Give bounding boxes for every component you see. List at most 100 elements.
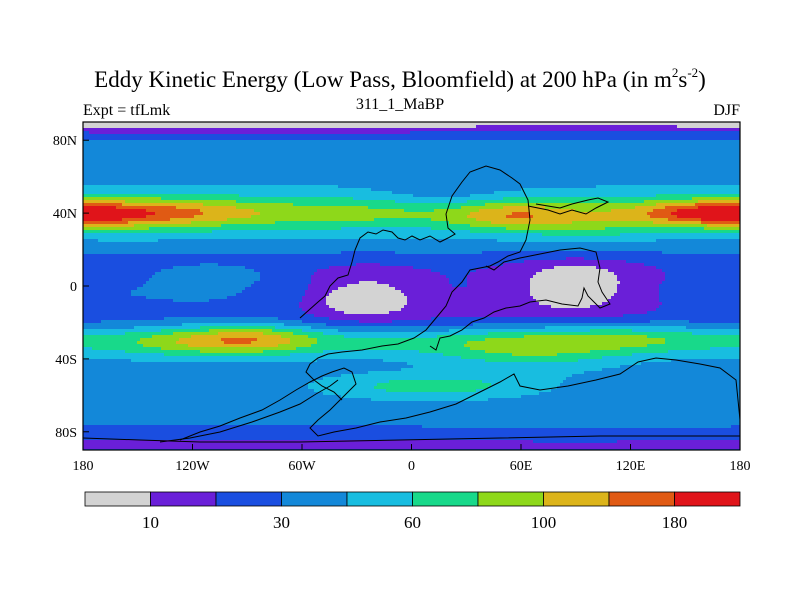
- contour-cell: [242, 290, 306, 294]
- contour-cell: [83, 416, 740, 420]
- contour-cell: [467, 284, 531, 288]
- contour-cell: [374, 386, 489, 390]
- contour-cell: [476, 218, 669, 222]
- colorbar-label: 100: [531, 513, 557, 532]
- contour-cell: [551, 389, 740, 393]
- contour-cell: [596, 185, 740, 189]
- contour-cell: [710, 347, 740, 351]
- contour-cell: [83, 176, 740, 180]
- contour-cell: [338, 329, 450, 333]
- contour-cell: [101, 320, 303, 324]
- contour-cell: [83, 146, 740, 150]
- contour-cell: [431, 269, 477, 273]
- contour-cell: [83, 191, 393, 195]
- contour-cell: [647, 311, 740, 315]
- contour-cell: [83, 335, 153, 339]
- contour-cell: [221, 224, 471, 228]
- contour-cell: [329, 305, 405, 309]
- contour-cell: [665, 272, 740, 276]
- outline-southern-inner: [159, 379, 339, 443]
- contour-cell: [641, 362, 740, 366]
- contour-cell: [158, 239, 498, 243]
- contour-cell: [530, 284, 618, 288]
- contour-cell: [476, 389, 552, 393]
- contour-cell: [83, 422, 740, 426]
- contour-cell: [191, 221, 276, 225]
- contour-cell: [302, 329, 339, 333]
- contour-cell: [83, 365, 414, 369]
- contour-cell: [572, 374, 740, 378]
- contour-cell: [671, 212, 740, 216]
- colorbar-box: [674, 491, 741, 507]
- contour-cell: [329, 266, 414, 270]
- season-label: DJF: [713, 102, 740, 119]
- contour-cell: [83, 332, 126, 336]
- x-axis: 180 120W 60W 0 60E 120E 180: [73, 444, 751, 474]
- contour-cell: [161, 329, 210, 333]
- contour-cell: [263, 332, 294, 336]
- contour-cell: [431, 317, 740, 321]
- contour-cell: [413, 194, 471, 198]
- contour-cell: [311, 278, 450, 282]
- contour-cell: [635, 206, 666, 210]
- contour-cell: [209, 299, 303, 303]
- contour-cell: [284, 323, 327, 327]
- contour-cell: [161, 269, 255, 273]
- contour-cell: [83, 179, 740, 183]
- contour-cell: [326, 323, 474, 327]
- contour-cell: [332, 290, 402, 294]
- contour-cell: [662, 281, 740, 285]
- contour-cell: [407, 302, 540, 306]
- contour-cell: [317, 269, 432, 273]
- contour-cell: [566, 257, 585, 261]
- contour-cell: [131, 293, 237, 297]
- contour-cell: [83, 308, 303, 312]
- colorbar-box: [477, 491, 544, 507]
- contour-cell: [386, 389, 477, 393]
- contour-cell: [83, 305, 300, 309]
- contour-cell: [83, 149, 740, 153]
- contour-cell: [575, 209, 612, 213]
- contour-cell: [83, 248, 740, 252]
- contour-cell: [533, 275, 618, 279]
- contour-cell: [275, 221, 450, 225]
- contour-cell: [131, 290, 243, 294]
- contour-cell: [659, 287, 740, 291]
- contour-cell: [83, 311, 306, 315]
- contour-cell: [335, 308, 402, 312]
- contour-field: [83, 122, 740, 450]
- contour-cell: [617, 278, 666, 282]
- contour-cell: [200, 326, 276, 330]
- contour-cell: [83, 338, 141, 342]
- contour-cell: [437, 335, 525, 339]
- contour-cell: [251, 284, 309, 288]
- contour-cell: [296, 347, 471, 351]
- contour-cell: [83, 215, 147, 219]
- contour-cell: [440, 272, 471, 276]
- contour-cell: [83, 437, 740, 441]
- contour-cell: [467, 200, 645, 204]
- contour-cell: [476, 269, 543, 273]
- contour-cell: [83, 167, 740, 171]
- contour-cell: [617, 284, 660, 288]
- contour-cell: [650, 320, 690, 324]
- continent-outlines: [83, 165, 740, 450]
- contour-cell: [83, 263, 201, 267]
- colorbar-label: 30: [273, 513, 290, 532]
- contour-cell: [692, 332, 740, 336]
- contour-cell: [461, 206, 504, 210]
- contour-cell: [563, 380, 740, 384]
- contour-cell: [449, 281, 468, 285]
- contour-cell: [83, 371, 369, 375]
- contour-cell: [83, 341, 138, 345]
- contour-cell: [200, 263, 219, 267]
- contour-cell: [545, 206, 636, 210]
- contour-cell: [200, 350, 264, 354]
- contour-cell: [128, 221, 192, 225]
- contour-cell: [389, 284, 453, 288]
- contour-cell: [263, 350, 324, 354]
- contour-cell: [344, 311, 390, 315]
- contour-cell: [305, 311, 345, 315]
- contour-cell: [695, 203, 740, 207]
- contour-cell: [413, 266, 489, 270]
